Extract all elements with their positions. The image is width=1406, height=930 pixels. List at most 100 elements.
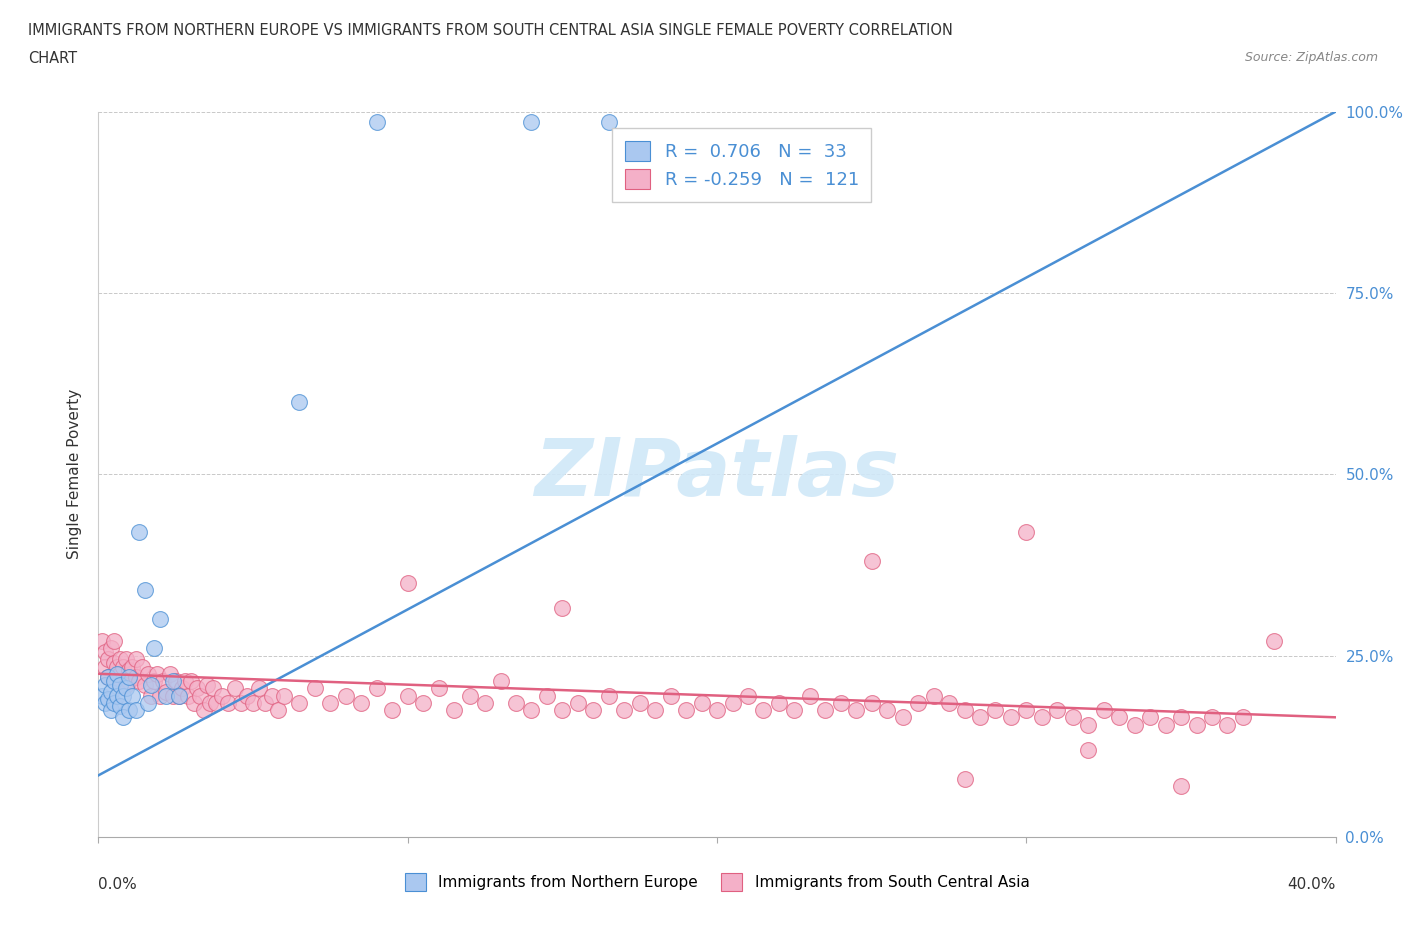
Point (1201, 710, 1223, 724)
Point (118, 703, 141, 718)
Point (143, 641, 166, 656)
Point (335, 688, 357, 703)
Point (520, 703, 543, 718)
Point (474, 696, 496, 711)
Point (115, 681, 138, 696)
Point (167, 688, 190, 703)
Point (90, 633, 112, 648)
Point (675, 703, 697, 718)
Point (183, 696, 205, 711)
Point (146, 666, 169, 681)
Point (1077, 742, 1099, 757)
Point (891, 710, 914, 724)
Point (162, 673, 184, 688)
Point (174, 673, 197, 688)
Point (505, 696, 527, 711)
Point (396, 576, 419, 591)
Point (115, 652, 138, 667)
Point (100, 641, 122, 656)
Point (304, 681, 326, 696)
Point (149, 688, 172, 703)
Point (953, 772, 976, 787)
Point (152, 673, 174, 688)
Point (134, 677, 156, 692)
Point (598, 688, 620, 703)
Point (1031, 710, 1053, 724)
Point (115, 677, 138, 692)
Point (118, 663, 141, 678)
Point (814, 703, 837, 718)
Point (124, 703, 146, 718)
Point (177, 688, 200, 703)
Point (830, 696, 852, 711)
Point (93, 659, 115, 674)
Point (190, 688, 212, 703)
Point (1108, 710, 1130, 724)
Point (224, 681, 246, 696)
Text: ZIPatlas: ZIPatlas (534, 435, 900, 513)
Point (644, 703, 666, 718)
Point (273, 688, 295, 703)
Text: 40.0%: 40.0% (1288, 877, 1336, 892)
Text: 0.0%: 0.0% (98, 877, 138, 892)
Point (97, 692, 120, 707)
Point (1263, 633, 1285, 648)
Point (366, 115, 388, 130)
Point (112, 688, 135, 703)
Text: IMMIGRANTS FROM NORTHERN EUROPE VS IMMIGRANTS FROM SOUTH CENTRAL ASIA SINGLE FEM: IMMIGRANTS FROM NORTHERN EUROPE VS IMMIG… (28, 23, 953, 38)
Point (690, 696, 713, 711)
Point (198, 696, 221, 711)
Point (108, 666, 131, 681)
Point (139, 688, 162, 703)
Point (953, 703, 976, 718)
Point (1232, 710, 1254, 724)
Point (186, 681, 208, 696)
Point (922, 688, 945, 703)
Point (131, 659, 153, 674)
Point (319, 696, 342, 711)
Point (103, 633, 125, 648)
Point (108, 677, 131, 692)
Point (860, 554, 883, 569)
Point (128, 673, 150, 688)
Point (105, 688, 128, 703)
Point (350, 696, 373, 711)
Point (582, 703, 605, 718)
Point (536, 688, 558, 703)
Point (551, 703, 574, 718)
Point (1123, 717, 1146, 732)
Point (752, 703, 775, 718)
Point (229, 696, 252, 711)
Point (100, 684, 122, 699)
Point (121, 659, 143, 674)
Point (1000, 710, 1022, 724)
Point (598, 115, 620, 130)
Point (1015, 703, 1038, 718)
Point (706, 703, 728, 718)
Point (721, 696, 744, 711)
Point (1185, 717, 1208, 732)
Point (1139, 710, 1161, 724)
Point (969, 710, 991, 724)
Point (103, 696, 125, 711)
Point (167, 688, 190, 703)
Point (236, 688, 259, 703)
Point (124, 670, 146, 684)
Point (128, 525, 150, 539)
Point (149, 612, 172, 627)
Point (659, 688, 682, 703)
Point (288, 696, 311, 711)
Point (984, 703, 1007, 718)
Point (205, 696, 228, 711)
Point (876, 703, 898, 718)
Point (551, 601, 574, 616)
Point (108, 699, 131, 714)
Point (1077, 717, 1099, 732)
Point (201, 681, 224, 696)
Point (121, 688, 143, 703)
Point (93, 677, 115, 692)
Point (105, 673, 128, 688)
Point (567, 696, 589, 711)
Point (520, 115, 543, 130)
Point (938, 696, 960, 711)
